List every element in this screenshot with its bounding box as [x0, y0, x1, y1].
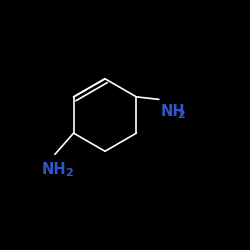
Text: 2: 2: [177, 110, 185, 120]
Text: NH: NH: [160, 104, 185, 120]
Text: NH: NH: [41, 162, 66, 178]
Text: 2: 2: [65, 168, 73, 177]
